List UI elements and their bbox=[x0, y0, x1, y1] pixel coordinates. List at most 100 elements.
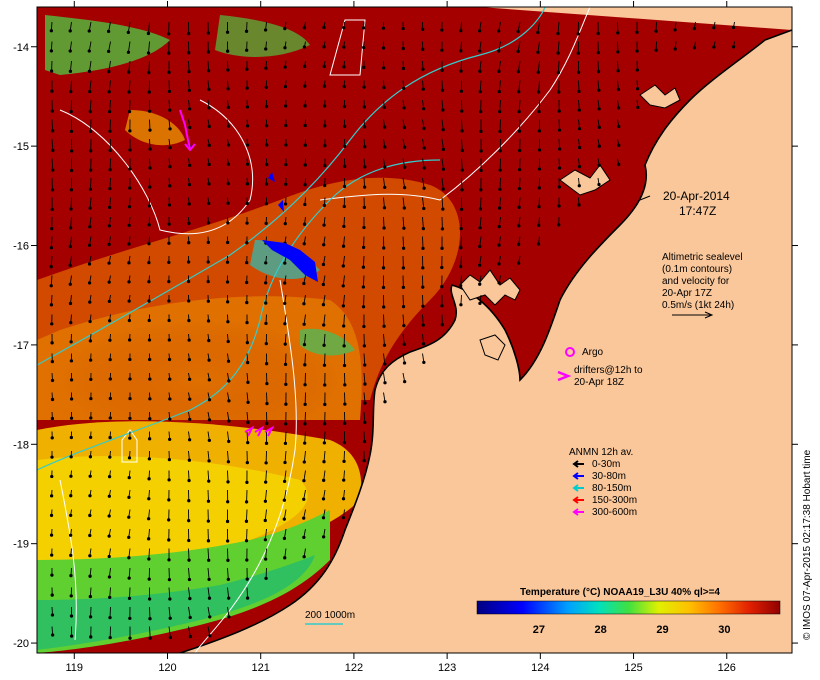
velocity-arrow-head bbox=[226, 105, 231, 110]
velocity-arrow-head bbox=[303, 363, 307, 367]
velocity-arrow-head bbox=[89, 149, 93, 153]
velocity-arrow-head bbox=[401, 246, 406, 250]
velocity-arrow-head bbox=[284, 162, 288, 167]
velocity-arrow bbox=[69, 236, 72, 247]
velocity-arrow-head bbox=[264, 321, 268, 326]
velocity-arrow-head bbox=[323, 163, 327, 168]
velocity-arrow-head bbox=[321, 497, 326, 501]
velocity-arrow bbox=[246, 509, 248, 522]
velocity-arrow-head bbox=[88, 554, 92, 558]
velocity-arrow-head bbox=[460, 148, 464, 153]
velocity-arrow-head bbox=[206, 299, 210, 303]
velocity-arrow bbox=[188, 548, 190, 561]
velocity-arrow-head bbox=[148, 636, 152, 640]
velocity-arrow-head bbox=[226, 240, 230, 245]
velocity-arrow-head bbox=[87, 49, 91, 53]
velocity-arrow bbox=[70, 197, 72, 209]
velocity-arrow-head bbox=[323, 183, 327, 188]
velocity-arrow-head bbox=[382, 206, 387, 210]
velocity-arrow-head bbox=[69, 416, 74, 420]
velocity-arrow-head bbox=[459, 284, 463, 288]
velocity-arrow bbox=[517, 60, 521, 72]
velocity-arrow-head bbox=[303, 402, 307, 407]
velocity-arrow-head bbox=[50, 109, 54, 113]
velocity-arrow-head bbox=[362, 105, 367, 109]
velocity-arrow bbox=[89, 80, 92, 92]
velocity-arrow-head bbox=[341, 497, 346, 501]
velocity-arrow-head bbox=[402, 185, 407, 190]
velocity-arrow-head bbox=[69, 634, 74, 638]
x-tick-label: 125 bbox=[624, 662, 642, 674]
velocity-arrow-head bbox=[69, 474, 73, 478]
velocity-arrow-head bbox=[516, 29, 520, 34]
velocity-arrow-head bbox=[167, 338, 171, 342]
velocity-arrow bbox=[304, 411, 306, 424]
velocity-arrow-head bbox=[497, 29, 501, 33]
velocity-arrow-head bbox=[731, 45, 736, 49]
velocity-arrow-head bbox=[147, 557, 151, 561]
velocity-arrow-head bbox=[402, 125, 407, 130]
velocity-arrow-head bbox=[264, 261, 268, 265]
velocity-arrow-head bbox=[128, 186, 132, 190]
velocity-arrow-head bbox=[148, 185, 152, 189]
drifters-label-1: drifters@12h to bbox=[574, 365, 643, 376]
velocity-arrow-head bbox=[323, 422, 327, 426]
velocity-arrow-head bbox=[69, 168, 74, 173]
velocity-arrow-head bbox=[302, 479, 306, 483]
colorbar-tick-label: 29 bbox=[656, 624, 668, 636]
velocity-arrow-head bbox=[49, 513, 54, 518]
velocity-arrow bbox=[188, 567, 190, 580]
sealevel-contour-5 bbox=[329, 19, 366, 76]
velocity-arrow-head bbox=[127, 535, 131, 540]
velocity-arrow bbox=[69, 60, 72, 72]
velocity-arrow bbox=[479, 60, 482, 72]
velocity-arrow-head bbox=[70, 149, 74, 153]
velocity-arrow-head bbox=[362, 225, 366, 230]
velocity-arrow-head bbox=[147, 318, 151, 323]
velocity-arrow-head bbox=[712, 45, 716, 49]
velocity-arrow-head bbox=[88, 358, 93, 362]
velocity-arrow-head bbox=[363, 401, 367, 405]
velocity-arrow-head bbox=[478, 29, 482, 33]
velocity-arrow-head bbox=[51, 168, 55, 172]
velocity-arrow-head bbox=[245, 48, 249, 52]
velocity-arrow-head bbox=[596, 51, 600, 55]
velocity-arrow-head bbox=[88, 129, 93, 134]
velocity-arrow bbox=[227, 470, 229, 482]
velocity-arrow-head bbox=[283, 26, 287, 31]
velocity-arrow-head bbox=[206, 221, 211, 225]
y-tick-label: -16 bbox=[13, 241, 29, 253]
velocity-arrow-head bbox=[498, 149, 502, 153]
velocity-arrow bbox=[246, 587, 249, 599]
velocity-arrow-head bbox=[302, 497, 306, 501]
velocity-arrow-head bbox=[127, 576, 131, 580]
velocity-arrow-head bbox=[207, 87, 211, 92]
y-tick-label: -14 bbox=[13, 42, 29, 54]
velocity-arrow-head bbox=[88, 187, 93, 191]
velocity-arrow-head bbox=[478, 49, 482, 53]
velocity-arrow-head bbox=[89, 377, 93, 382]
anmn-legend-label: 30-80m bbox=[592, 471, 626, 482]
velocity-arrow-head bbox=[188, 125, 192, 130]
velocity-arrow-head bbox=[498, 168, 502, 172]
velocity-arrow-head bbox=[596, 69, 601, 74]
velocity-arrow-head bbox=[127, 456, 132, 460]
velocity-arrow-head bbox=[383, 165, 387, 169]
velocity-arrow-head bbox=[712, 26, 716, 30]
velocity-arrow bbox=[227, 450, 229, 462]
velocity-arrow-head bbox=[50, 341, 54, 345]
velocity-arrow-head bbox=[167, 457, 172, 462]
velocity-arrow-head bbox=[401, 27, 405, 31]
velocity-arrow-head bbox=[187, 577, 192, 582]
velocity-arrow-head bbox=[383, 400, 387, 404]
velocity-arrow-head bbox=[167, 577, 172, 582]
velocity-arrow-head bbox=[167, 260, 171, 265]
velocity-arrow-head bbox=[88, 574, 92, 578]
velocity-arrow-head bbox=[459, 49, 463, 53]
velocity-arrow-head bbox=[460, 109, 464, 113]
velocity-arrow-head bbox=[440, 227, 445, 231]
velocity-arrow bbox=[363, 353, 366, 366]
velocity-arrow-head bbox=[479, 129, 483, 134]
velocity-arrow-head bbox=[50, 188, 55, 192]
velocity-arrow-head bbox=[127, 70, 131, 74]
